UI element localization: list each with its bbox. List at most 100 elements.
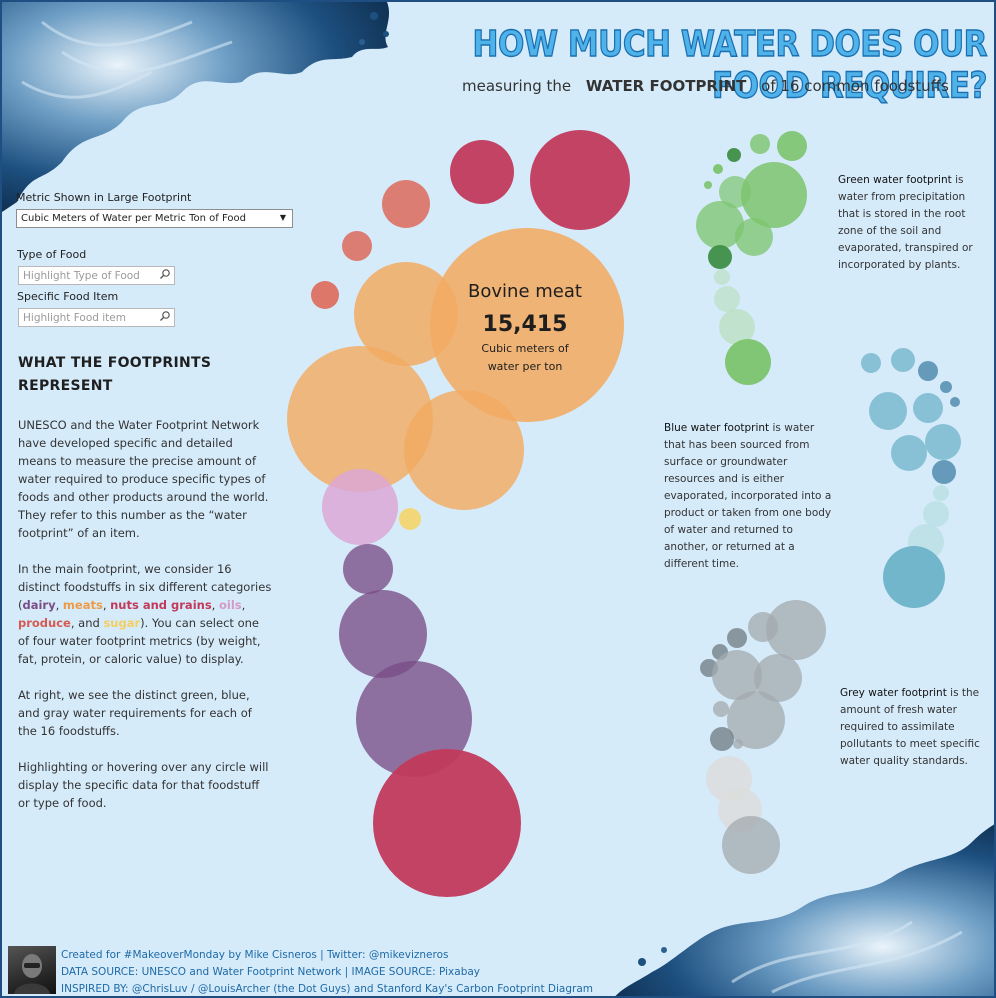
subtitle-suffix: of 16 common foodstuffs	[761, 77, 949, 95]
type-of-food-placeholder: Highlight Type of Food	[23, 270, 140, 282]
green-footprint-bubble[interactable]	[719, 309, 755, 345]
type-of-food-label: Type of Food	[17, 248, 87, 261]
blue-footprint-note: Blue water footprint is water that has b…	[664, 420, 832, 573]
avatar-portrait-icon	[14, 954, 50, 994]
metric-dropdown[interactable]: Cubic Meters of Water per Metric Ton of …	[16, 209, 293, 228]
footprint-bubble-meats[interactable]	[404, 390, 524, 510]
grey-footprint-bubble[interactable]	[727, 628, 747, 648]
footprint-bubble-meats[interactable]	[287, 346, 433, 492]
blue-footprint-bubble[interactable]	[913, 393, 943, 423]
grey-footprint-bubble[interactable]	[727, 691, 785, 749]
footprint-bubble-bovine-meat[interactable]	[430, 228, 624, 422]
category-nuts-grains: nuts and grains	[110, 598, 212, 612]
green-footprint-note: Green water footprint is water from prec…	[838, 172, 983, 274]
green-note-lead: Green water footprint	[838, 174, 952, 186]
metric-label: Metric Shown in Large Footprint	[16, 191, 192, 204]
green-footprint-bubble[interactable]	[708, 245, 732, 269]
footprint-bubble-nuts[interactable]	[530, 130, 630, 230]
blue-footprint-bubble[interactable]	[923, 501, 949, 527]
blue-footprint-bubble[interactable]	[891, 348, 915, 372]
explainer-body: UNESCO and the Water Footprint Network h…	[18, 416, 273, 830]
p2-and: and	[78, 616, 100, 630]
grey-note-lead: Grey water footprint	[840, 687, 947, 699]
highlight-label: Bovine meat	[468, 281, 582, 302]
blue-footprint-bubble[interactable]	[869, 392, 907, 430]
green-footprint-bubble[interactable]	[727, 148, 741, 162]
footprint-bubble-dairy[interactable]	[356, 661, 472, 777]
credits-line-2[interactable]: DATA SOURCE: UNESCO and Water Footprint …	[61, 966, 481, 978]
green-footprint-bubble[interactable]	[714, 286, 740, 312]
blue-footprint-bubble[interactable]	[891, 435, 927, 471]
credits-line-3[interactable]: INSPIRED BY: @ChrisLuv / @LouisArcher (t…	[61, 983, 593, 995]
footprint-bubble-sugar[interactable]	[399, 508, 421, 530]
search-icon[interactable]	[159, 268, 171, 280]
search-icon[interactable]	[159, 310, 171, 322]
highlight-value: 15,415	[483, 312, 568, 337]
blue-footprint-bubble[interactable]	[940, 381, 952, 393]
credits-footer: Created for #MakeoverMonday by Mike Cisn…	[8, 946, 608, 996]
green-footprint-bubble[interactable]	[704, 181, 712, 189]
explainer-paragraph-4: Highlighting or hovering over any circle…	[18, 760, 269, 810]
green-footprint-bubble[interactable]	[735, 218, 773, 256]
grey-footprint-bubble[interactable]	[712, 650, 762, 700]
footprint-bubble-oils[interactable]	[322, 469, 398, 545]
credits-line-1[interactable]: Created for #MakeoverMonday by Mike Cisn…	[61, 949, 449, 961]
green-footprint-bubble[interactable]	[696, 201, 744, 249]
green-footprint-bubble[interactable]	[750, 134, 770, 154]
category-meats: meats	[62, 598, 103, 612]
grey-footprint-bubble[interactable]	[710, 727, 734, 751]
footprint-bubble-nuts[interactable]	[450, 140, 514, 204]
blue-footprint-bubble[interactable]	[932, 460, 956, 484]
explainer-heading-line1: WHAT THE FOOTPRINTS	[18, 355, 212, 371]
green-footprint-bubble[interactable]	[741, 162, 807, 228]
p2-suffix: ). You can select one of four water foot…	[18, 616, 261, 666]
blue-footprint-bubble[interactable]	[933, 485, 949, 501]
category-sugar: sugar	[103, 616, 141, 630]
category-produce: produce	[18, 616, 71, 630]
grey-footprint-bubble[interactable]	[722, 816, 780, 874]
category-oils: oils	[218, 598, 242, 612]
specific-food-search[interactable]: Highlight Food item	[18, 308, 175, 327]
footprint-bubble-produce[interactable]	[311, 281, 339, 309]
green-footprint-bubble[interactable]	[725, 339, 771, 385]
highlight-unit-line2: water per ton	[488, 360, 563, 373]
blue-footprint-bubble[interactable]	[950, 397, 960, 407]
footprint-bubble-dairy[interactable]	[339, 590, 427, 678]
blue-footprint-bubble[interactable]	[925, 424, 961, 460]
grey-footprint-bubble[interactable]	[733, 739, 743, 749]
subtitle-prefix: measuring the	[462, 77, 572, 95]
page-subtitle: measuring the WATER FOOTPRINT of 16 comm…	[462, 77, 949, 95]
green-note-text: is water from precipitation that is stor…	[838, 174, 973, 271]
green-footprint-bubble[interactable]	[777, 131, 807, 161]
explainer-heading-line2: REPRESENT	[18, 378, 113, 394]
green-footprint-bubble[interactable]	[713, 164, 723, 174]
green-footprint-bubble[interactable]	[719, 176, 751, 208]
grey-footprint-bubble[interactable]	[766, 600, 826, 660]
specific-food-placeholder: Highlight Food item	[23, 312, 126, 324]
subtitle-emphasis: WATER FOOTPRINT	[585, 77, 747, 95]
green-footprint-bubble[interactable]	[714, 269, 730, 285]
footprint-bubble-dairy[interactable]	[343, 544, 393, 594]
grey-footprint-note: Grey water footprint is the amount of fr…	[840, 685, 985, 770]
blue-footprint-bubble[interactable]	[918, 361, 938, 381]
explainer-paragraph-1: UNESCO and the Water Footprint Network h…	[18, 418, 269, 540]
blue-footprint-bubble[interactable]	[861, 353, 881, 373]
water-splash-bottom-right	[615, 824, 994, 996]
explainer-heading: WHAT THE FOOTPRINTS REPRESENT	[18, 352, 258, 398]
footprint-bubble-produce[interactable]	[342, 231, 372, 261]
blue-note-lead: Blue water footprint	[664, 422, 770, 434]
grey-note-text: is the amount of fresh water required to…	[840, 687, 980, 767]
highlight-unit-line1: Cubic meters of	[481, 342, 569, 355]
specific-food-label: Specific Food Item	[17, 290, 119, 303]
footprint-bubble-produce[interactable]	[382, 180, 430, 228]
type-of-food-search[interactable]: Highlight Type of Food	[18, 266, 175, 285]
grey-footprint-bubble[interactable]	[713, 701, 729, 717]
footprint-bubble-nuts[interactable]	[373, 749, 521, 897]
grey-footprint-bubble[interactable]	[748, 612, 778, 642]
blue-footprint-bubble[interactable]	[883, 546, 945, 608]
credits-text: Created for #MakeoverMonday by Mike Cisn…	[61, 947, 593, 996]
grey-footprint-bubble[interactable]	[754, 654, 802, 702]
chevron-down-icon[interactable]: ▼	[279, 213, 286, 222]
